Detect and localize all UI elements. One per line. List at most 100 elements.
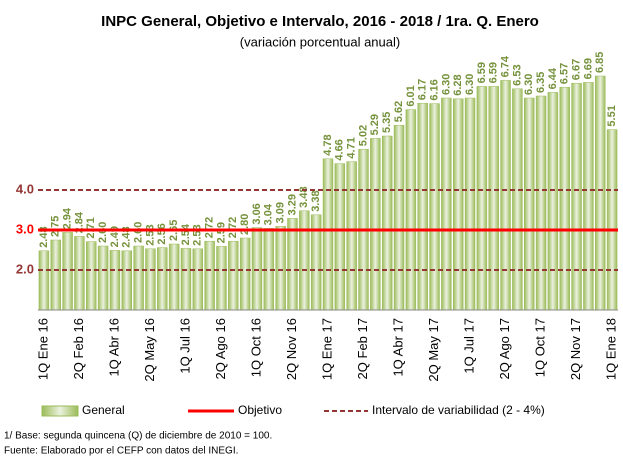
bar [168,243,180,311]
data-label: 6.35 [535,72,547,93]
data-label: 3.06 [251,203,263,224]
legend-swatch [41,405,79,417]
data-label: 4.78 [322,134,334,155]
bar [275,226,286,311]
data-label: 5.29 [369,114,381,135]
bar [251,227,263,311]
footnote: Fuente: Elaborado por el CEFP con datos … [4,446,238,457]
x-tick-label: 1Q Ene 18 [604,318,619,380]
data-label: 6.59 [488,62,500,83]
x-tick-label: 2Q May 17 [426,318,441,382]
data-label: 6.59 [476,62,488,83]
bar [287,218,298,311]
bar [216,246,227,311]
bar [86,241,97,311]
bar [393,124,405,311]
bar [441,97,452,311]
legend-label: Intervalo de variabilidad (2 - 4%) [372,403,545,417]
bar [547,92,559,311]
data-label: 3.48 [298,186,310,207]
x-tick-label: 1Q Ene 17 [319,318,334,380]
data-label: 2.72 [227,217,239,238]
footnote: 1/ Base: segunda quincena (Q) de diciemb… [4,431,272,442]
data-label: 6.17 [417,79,429,100]
legend-label: General [82,403,125,417]
bar [535,95,547,311]
bar [512,88,523,311]
chart-subtitle: (variación porcentual anual) [240,34,400,49]
bar [204,240,215,311]
data-label: 6.67 [570,59,582,80]
data-label: 3.29 [286,194,298,215]
bar [559,86,570,311]
y-tick-label: 4.0 [16,181,34,196]
data-label: 6.85 [594,52,606,73]
bar [50,239,61,311]
data-label: 6.74 [499,55,511,77]
x-tick-label: 1Q Jul 16 [177,318,192,374]
bar [381,135,393,311]
bar [299,210,310,311]
bar [405,109,417,311]
bar [157,247,168,311]
x-tick-label: 2Q Nov 17 [568,318,583,380]
y-tick-label: 2.0 [16,261,34,276]
bar [476,86,488,311]
bar [524,97,535,311]
x-tick-label: 2Q Ago 16 [213,318,228,379]
bar [346,161,357,311]
bar [334,163,346,311]
data-label: 5.02 [357,125,369,146]
bar [38,250,50,311]
x-tick-label: 1Q Abr 17 [390,318,405,377]
bar [192,248,204,311]
bar [464,97,476,311]
data-label: 2.84 [73,211,85,233]
data-label: 2.48 [38,226,50,247]
bar [121,250,132,311]
bar [595,75,606,311]
data-label: 2.94 [61,207,73,229]
bar [452,98,464,311]
bar [488,86,499,311]
x-tick-label: 1Q Abr 16 [106,318,121,377]
data-label: 5.62 [393,101,405,122]
bar [74,236,85,311]
data-label: 5.51 [606,105,618,126]
x-tick-label: 1Q Oct 16 [248,318,263,377]
bar [109,250,121,311]
bar [500,80,511,311]
data-label: 6.57 [559,63,571,84]
data-label: 6.69 [582,58,594,79]
data-label: 5.35 [381,112,393,133]
bar [429,103,440,311]
data-label: 2.48 [121,226,133,247]
data-label: 3.38 [310,190,322,211]
bar [97,245,109,311]
data-label: 6.30 [523,74,535,95]
data-label: 6.53 [511,64,523,85]
data-label: 6.28 [452,74,464,95]
data-label: 2.56 [156,223,168,244]
data-label: 6.30 [440,74,452,95]
data-label: 3.09 [275,202,287,223]
x-tick-label: 2Q Feb 17 [355,318,370,379]
data-label: 2.59 [215,222,227,243]
data-label: 2.53 [192,224,204,245]
data-label: 6.44 [547,67,559,89]
data-label: 2.60 [97,222,109,243]
bar [228,240,239,311]
bar [322,158,334,311]
bar [239,237,251,311]
bar [571,82,582,311]
data-label: 2.80 [239,214,251,235]
data-label: 4.71 [346,137,358,158]
data-label: 2.60 [133,222,145,243]
x-tick-label: 1Q Ene 16 [35,318,50,380]
legend-label: Objetivo [238,403,282,417]
x-tick-label: 2Q May 16 [142,318,157,382]
bar [62,232,73,311]
x-tick-label: 2Q Ago 17 [497,318,512,379]
bar [606,129,618,311]
